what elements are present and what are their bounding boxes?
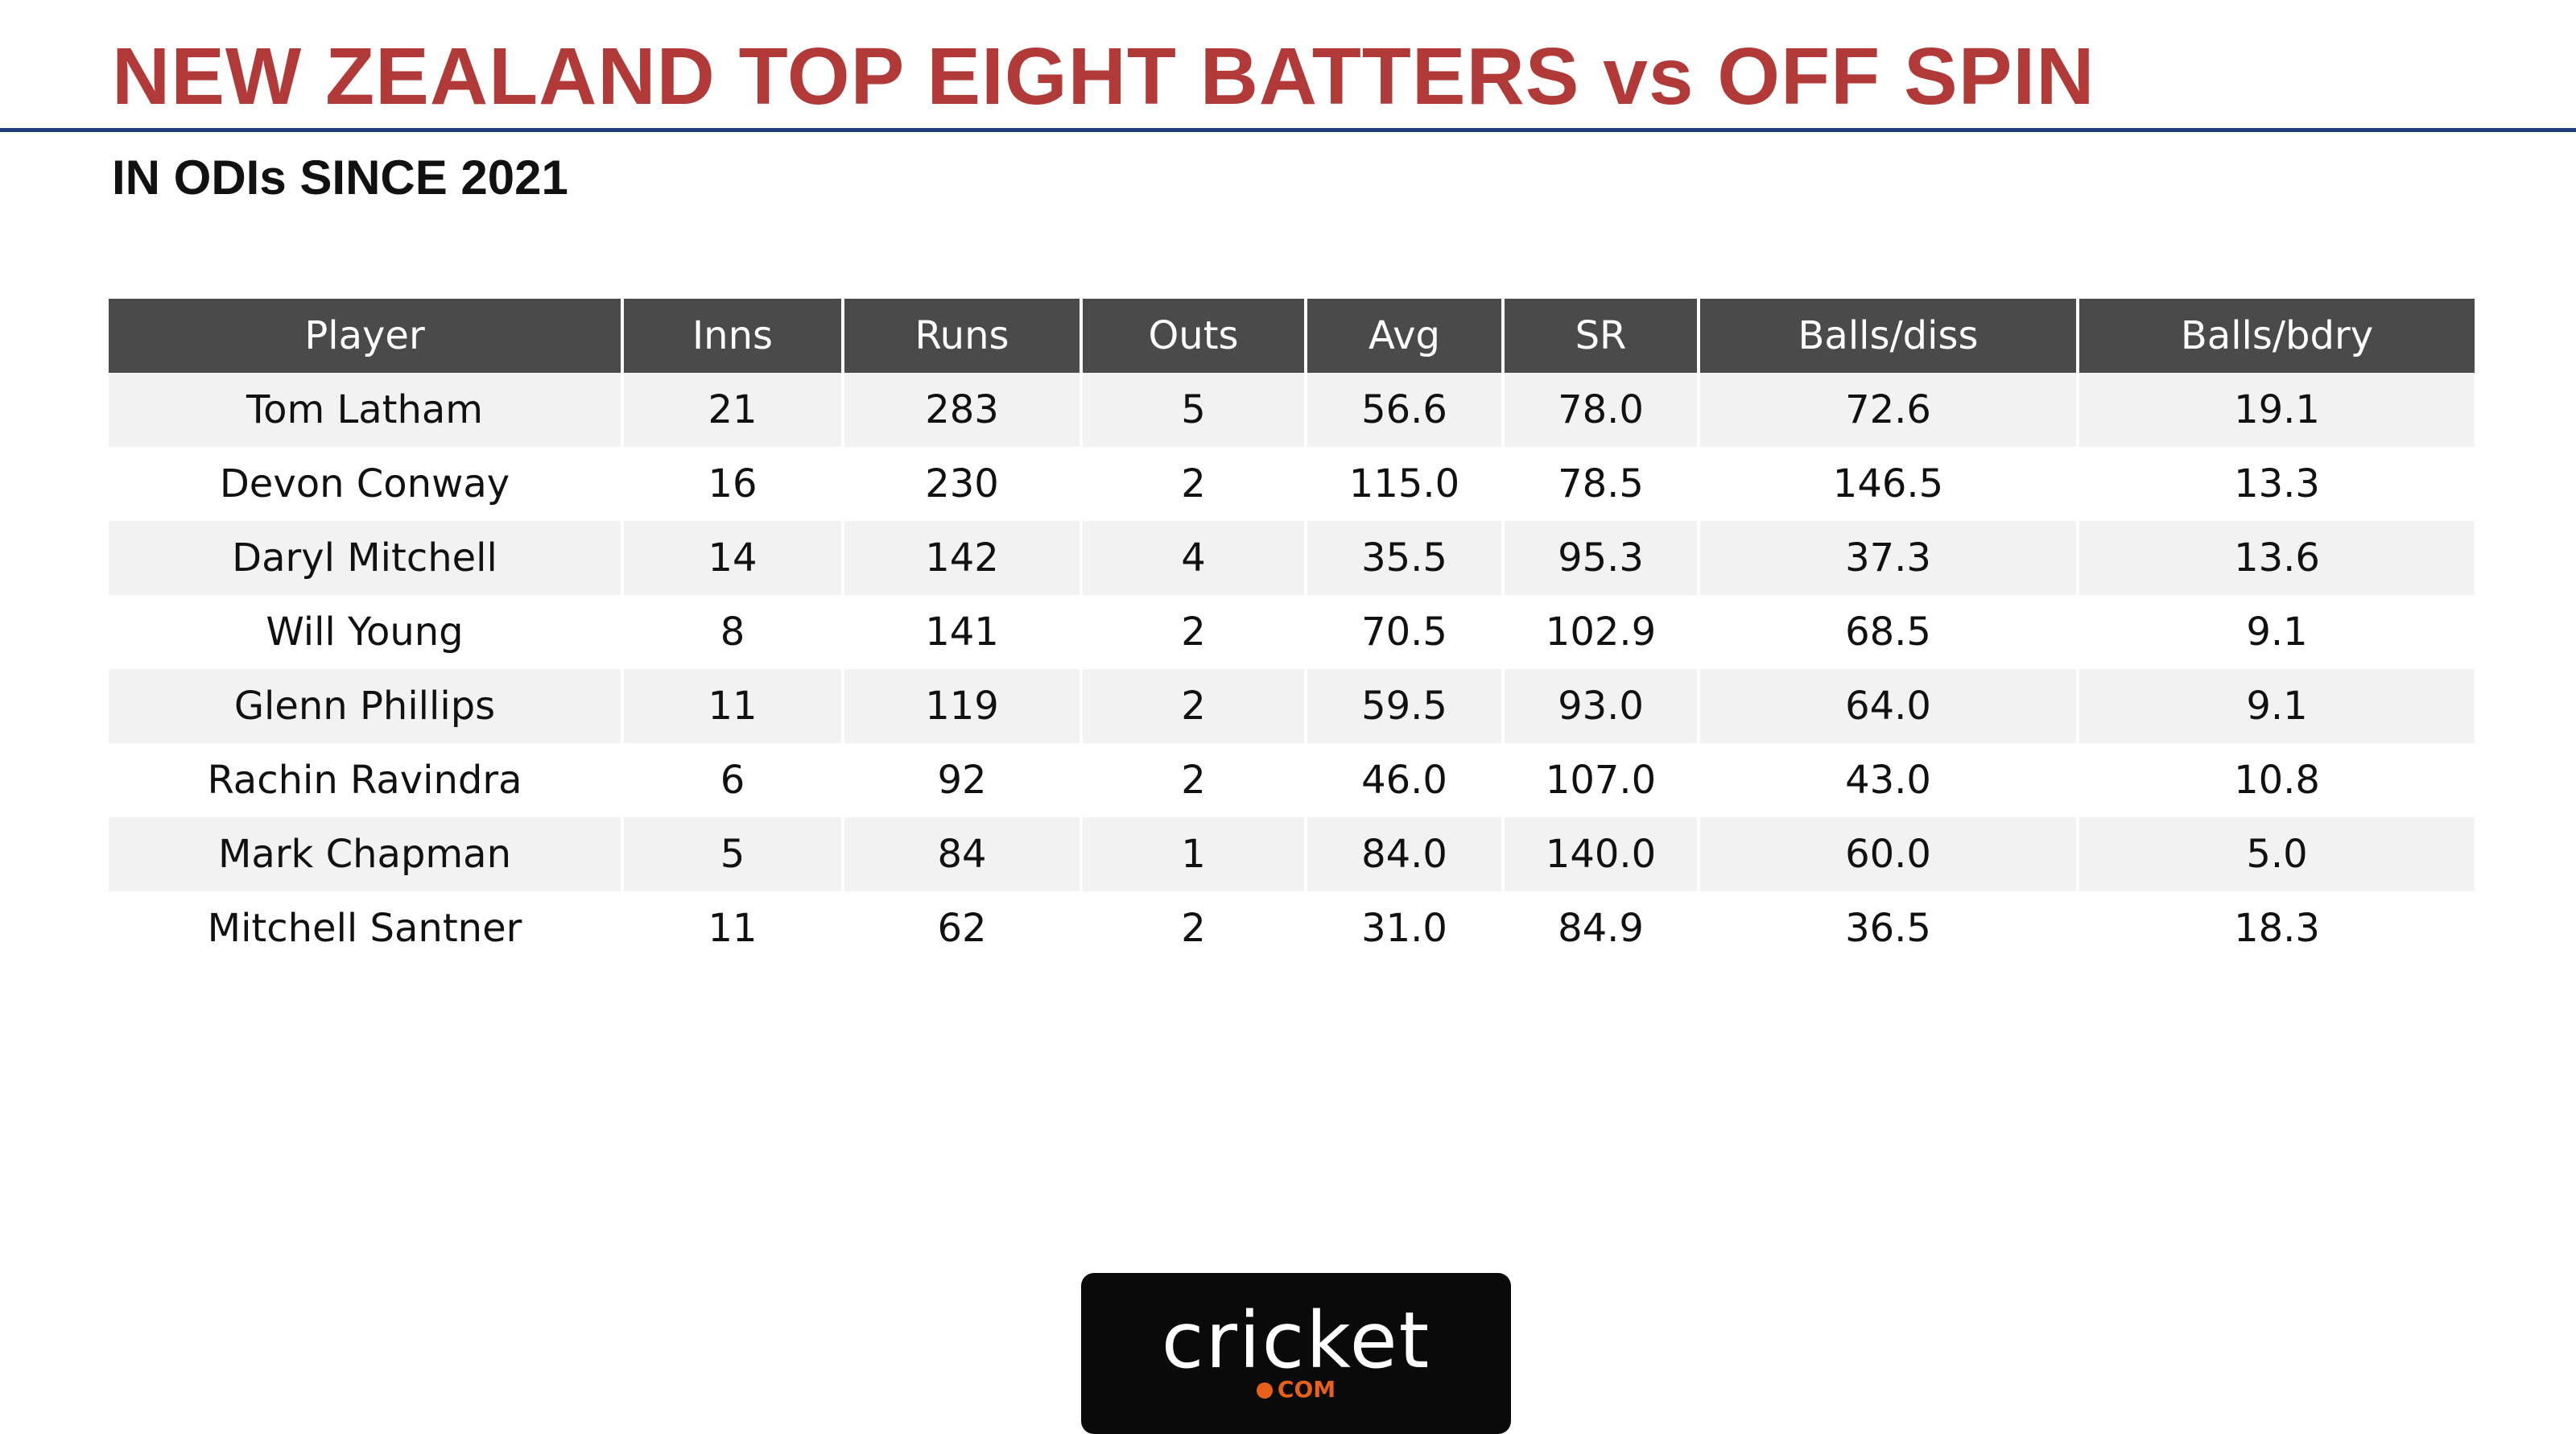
column-header: SR xyxy=(1505,299,1700,373)
stat-cell: 2 xyxy=(1083,447,1307,521)
stat-cell: 18.3 xyxy=(2079,891,2478,965)
stat-cell: 31.0 xyxy=(1307,891,1505,965)
player-name: Tom Latham xyxy=(109,373,624,447)
player-name: Glenn Phillips xyxy=(109,669,624,743)
stat-cell: 16 xyxy=(624,447,844,521)
stat-cell: 140.0 xyxy=(1505,817,1700,891)
column-header: Outs xyxy=(1083,299,1307,373)
stat-cell: 2 xyxy=(1083,743,1307,817)
stat-cell: 5 xyxy=(1083,373,1307,447)
stat-cell: 84.9 xyxy=(1505,891,1700,965)
title: NEW ZEALAND TOP EIGHT BATTERS vs OFF SPI… xyxy=(112,31,2095,122)
stat-cell: 1 xyxy=(1083,817,1307,891)
stat-cell: 43.0 xyxy=(1700,743,2079,817)
stat-cell: 11 xyxy=(624,891,844,965)
stat-cell: 72.6 xyxy=(1700,373,2079,447)
player-name: Devon Conway xyxy=(109,447,624,521)
column-header: Runs xyxy=(844,299,1083,373)
logo-suffix: COM xyxy=(1081,1376,1511,1403)
player-name: Rachin Ravindra xyxy=(109,743,624,817)
stat-cell: 21 xyxy=(624,373,844,447)
stat-cell: 119 xyxy=(844,669,1083,743)
stat-cell: 2 xyxy=(1083,669,1307,743)
stat-cell: 102.9 xyxy=(1505,595,1700,669)
stat-cell: 93.0 xyxy=(1505,669,1700,743)
stat-cell: 146.5 xyxy=(1700,447,2079,521)
stat-cell: 19.1 xyxy=(2079,373,2478,447)
stat-cell: 6 xyxy=(624,743,844,817)
logo: cricket COM xyxy=(1081,1273,1511,1434)
stat-cell: 60.0 xyxy=(1700,817,2079,891)
stat-cell: 115.0 xyxy=(1307,447,1505,521)
stat-cell: 11 xyxy=(624,669,844,743)
stat-cell: 2 xyxy=(1083,891,1307,965)
player-name: Mark Chapman xyxy=(109,817,624,891)
divider xyxy=(0,128,2576,132)
stat-cell: 10.8 xyxy=(2079,743,2478,817)
stat-cell: 64.0 xyxy=(1700,669,2079,743)
stat-cell: 84.0 xyxy=(1307,817,1505,891)
logo-suffix-text: COM xyxy=(1277,1376,1336,1403)
stat-cell: 46.0 xyxy=(1307,743,1505,817)
stat-cell: 107.0 xyxy=(1505,743,1700,817)
stat-cell: 9.1 xyxy=(2079,669,2478,743)
stat-cell: 5.0 xyxy=(2079,817,2478,891)
stat-cell: 56.6 xyxy=(1307,373,1505,447)
stat-cell: 36.5 xyxy=(1700,891,2079,965)
stat-cell: 70.5 xyxy=(1307,595,1505,669)
subtitle: IN ODIs SINCE 2021 xyxy=(112,151,568,205)
stat-cell: 283 xyxy=(844,373,1083,447)
stat-cell: 13.6 xyxy=(2079,521,2478,595)
stat-cell: 92 xyxy=(844,743,1083,817)
player-name: Will Young xyxy=(109,595,624,669)
player-name: Daryl Mitchell xyxy=(109,521,624,595)
stat-cell: 78.0 xyxy=(1505,373,1700,447)
stat-cell: 9.1 xyxy=(2079,595,2478,669)
stat-cell: 95.3 xyxy=(1505,521,1700,595)
column-header: Balls/bdry xyxy=(2079,299,2478,373)
stat-cell: 68.5 xyxy=(1700,595,2079,669)
stat-cell: 2 xyxy=(1083,595,1307,669)
player-name: Mitchell Santner xyxy=(109,891,624,965)
column-header: Player xyxy=(109,299,624,373)
column-header: Balls/diss xyxy=(1700,299,2079,373)
stat-cell: 14 xyxy=(624,521,844,595)
stat-cell: 59.5 xyxy=(1307,669,1505,743)
stat-cell: 141 xyxy=(844,595,1083,669)
stat-cell: 37.3 xyxy=(1700,521,2079,595)
stat-cell: 84 xyxy=(844,817,1083,891)
logo-name: cricket xyxy=(1161,1296,1431,1386)
stat-cell: 78.5 xyxy=(1505,447,1700,521)
column-header: Inns xyxy=(624,299,844,373)
column-header: Avg xyxy=(1307,299,1505,373)
stat-cell: 13.3 xyxy=(2079,447,2478,521)
stat-cell: 142 xyxy=(844,521,1083,595)
stat-cell: 4 xyxy=(1083,521,1307,595)
stat-cell: 5 xyxy=(624,817,844,891)
stat-cell: 62 xyxy=(844,891,1083,965)
stat-cell: 35.5 xyxy=(1307,521,1505,595)
stat-cell: 230 xyxy=(844,447,1083,521)
stat-cell: 8 xyxy=(624,595,844,669)
